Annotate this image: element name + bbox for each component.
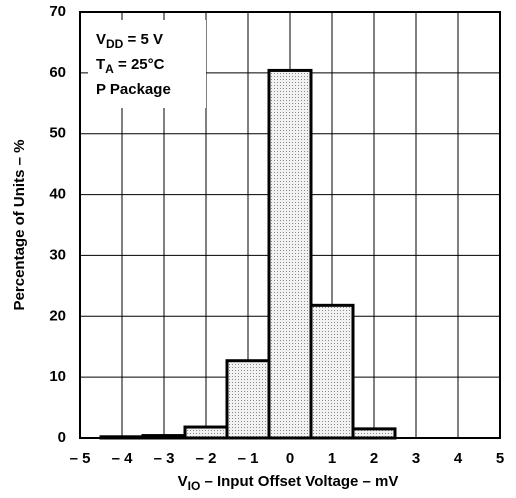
x-axis-label-main: V xyxy=(178,473,188,490)
x-tick-label: 4 xyxy=(454,450,463,467)
annotation-sub: A xyxy=(105,62,114,76)
annotation-main: P Package xyxy=(96,81,171,98)
x-tick-label: – 1 xyxy=(238,450,259,467)
annotation: TA = 25°C xyxy=(96,56,165,76)
annotation-main: V xyxy=(96,31,106,48)
x-tick-label: – 2 xyxy=(196,450,217,467)
histogram-bar xyxy=(267,68,313,440)
histogram-bar xyxy=(351,427,397,440)
y-tick-label: 30 xyxy=(49,246,66,263)
plot-frame xyxy=(79,11,501,439)
x-axis-label-sub: IO xyxy=(188,479,201,493)
histogram-bar xyxy=(309,303,355,440)
annotation-box xyxy=(88,20,206,108)
y-tick-label: 10 xyxy=(49,368,66,385)
annotations: VDD = 5 V TA = 25°C P Package xyxy=(96,31,171,98)
annotation-sub: DD xyxy=(106,37,124,51)
y-tick-label: 20 xyxy=(49,307,66,324)
x-tick-label: 1 xyxy=(328,450,336,467)
x-axis-label: VIO – Input Offset Voltage – mV xyxy=(178,473,399,493)
x-tick-label: – 5 xyxy=(70,450,91,467)
x-tick-label: 2 xyxy=(370,450,378,467)
labels: 0 10 20 30 40 50 60 70 – 5 – 4 – 3 – 2 – 1 0 1 2 3 4 5 VIO … xyxy=(11,3,504,493)
annotation-rest: = 25°C xyxy=(114,56,165,73)
annotation: VDD = 5 V xyxy=(96,31,163,51)
histogram-bar xyxy=(183,425,229,440)
x-tick-label: 3 xyxy=(412,450,420,467)
y-tick-label: 60 xyxy=(49,64,66,81)
annotation: P Package xyxy=(96,81,171,98)
x-tick-label: 5 xyxy=(496,450,504,467)
x-axis-label-rest: – Input Offset Voltage – mV xyxy=(200,473,398,490)
annotation-rest: = 5 V xyxy=(123,31,163,48)
y-axis-label: Percentage of Units – % xyxy=(11,140,28,311)
x-tick-label: – 3 xyxy=(154,450,175,467)
y-tick-label: 70 xyxy=(49,3,66,20)
x-tick-label: 0 xyxy=(286,450,294,467)
x-tick-label: – 4 xyxy=(112,450,134,467)
y-tick-label: 40 xyxy=(49,186,66,203)
y-tick-label: 0 xyxy=(58,429,66,446)
histogram-bar xyxy=(225,359,271,440)
y-tick-label: 50 xyxy=(49,125,66,142)
annotation-main: T xyxy=(96,56,105,73)
bars xyxy=(99,68,397,440)
